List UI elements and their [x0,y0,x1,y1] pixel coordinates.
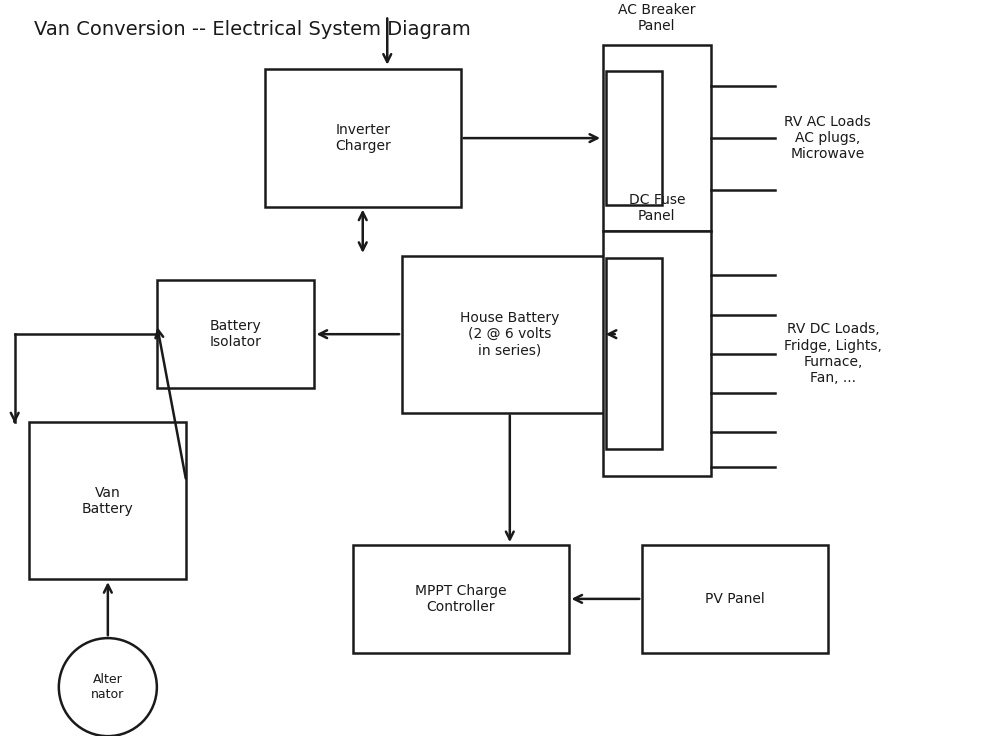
Text: DC Fuse
Panel: DC Fuse Panel [629,193,685,223]
Bar [603,45,711,231]
Bar [606,71,662,205]
Text: Alter
nator: Alter nator [91,673,124,701]
Text: Van Conversion -- Electrical System Diagram: Van Conversion -- Electrical System Diag… [34,21,471,40]
Text: AC Breaker
Panel: AC Breaker Panel [618,3,696,33]
Bar [29,422,186,579]
Text: RV DC Loads,
Fridge, Lights,
Furnace,
Fan, ...: RV DC Loads, Fridge, Lights, Furnace, Fa… [784,323,882,385]
Text: RV AC Loads
AC plugs,
Microwave: RV AC Loads AC plugs, Microwave [784,115,871,161]
Bar [157,280,314,388]
Text: Inverter
Charger: Inverter Charger [335,123,391,153]
Text: PV Panel: PV Panel [705,592,765,606]
Text: MPPT Charge
Controller: MPPT Charge Controller [415,584,507,614]
Bar [642,545,828,653]
Text: Van
Battery: Van Battery [82,486,134,516]
Text: Shore Power
(120 VAC): Shore Power (120 VAC) [344,0,430,1]
Bar [353,545,569,653]
Bar [402,256,618,413]
Bar [265,69,461,207]
Bar [603,231,711,476]
Text: House Battery
(2 @ 6 volts
in series): House Battery (2 @ 6 volts in series) [460,311,559,357]
Circle shape [59,638,157,736]
Bar [606,258,662,450]
Text: Battery
Isolator: Battery Isolator [209,319,261,349]
